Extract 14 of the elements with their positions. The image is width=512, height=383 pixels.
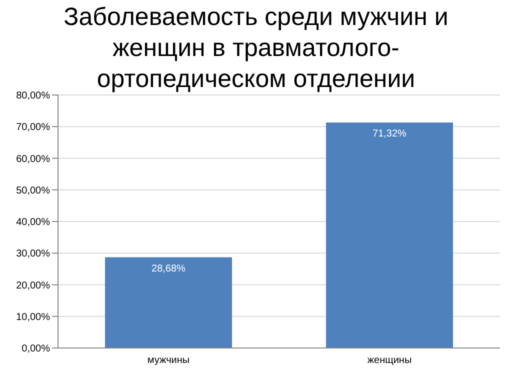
y-tick-label: 50,00%: [16, 185, 50, 196]
y-tick-label: 80,00%: [16, 90, 50, 102]
y-tick-label: 10,00%: [16, 312, 50, 323]
chart-title: Заболеваемость среди мужчин и женщин в травматолого-ортопедическом отделении: [64, 3, 448, 93]
y-tick-label: 60,00%: [16, 154, 50, 165]
data-label: 71,32%: [372, 128, 407, 140]
x-tick-label: мужчины: [147, 355, 190, 366]
y-tick-label: 40,00%: [16, 217, 50, 228]
y-tick-label: 20,00%: [16, 280, 50, 292]
data-label: 28,68%: [152, 263, 186, 274]
y-tick-label: 30,00%: [16, 248, 50, 260]
y-tick-label: 70,00%: [16, 122, 50, 134]
x-tick-label: женщины: [367, 355, 412, 366]
y-tick-label: 0,00%: [22, 344, 50, 355]
